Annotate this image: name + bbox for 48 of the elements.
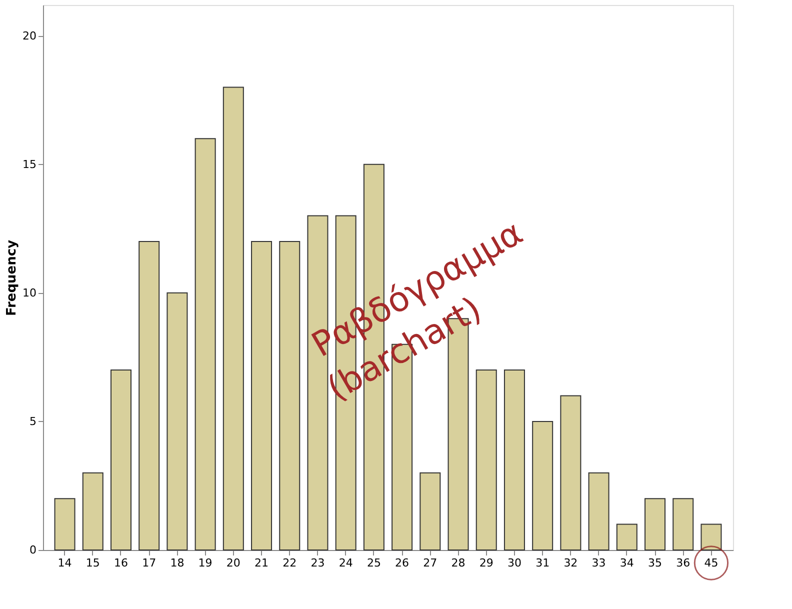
bar	[194, 138, 216, 550]
x-tick-label: 45	[704, 556, 718, 570]
x-tick-label: 27	[423, 556, 438, 570]
x-tick-label: 22	[282, 556, 297, 570]
bar	[616, 524, 638, 550]
x-tick-label: 14	[58, 556, 72, 570]
bar	[82, 472, 104, 550]
bar	[54, 498, 76, 550]
bar	[222, 86, 244, 550]
x-tick-label: 24	[338, 556, 353, 570]
x-tick-label: 19	[198, 556, 212, 570]
bar	[166, 292, 188, 550]
x-tick-label: 29	[479, 556, 494, 570]
x-tick-label: 35	[648, 556, 662, 570]
bar	[672, 498, 694, 550]
x-tick-label: 30	[507, 556, 522, 570]
bar	[700, 524, 722, 550]
y-tick-label: 5	[30, 414, 36, 428]
x-tick-label: 20	[226, 556, 240, 570]
bar	[251, 241, 272, 550]
bar	[644, 498, 666, 550]
bar	[138, 241, 160, 550]
x-tick-label: 25	[366, 556, 381, 570]
bar	[588, 472, 610, 550]
bar	[279, 241, 300, 550]
bar	[560, 395, 582, 550]
x-tick-label: 18	[170, 556, 184, 570]
y-tick-label: 15	[22, 158, 36, 171]
y-tick-label: 0	[30, 544, 36, 556]
x-tick-label: 33	[592, 556, 606, 570]
x-tick-label: 28	[451, 556, 466, 570]
x-tick-label: 31	[536, 556, 550, 570]
x-tick-label: 23	[310, 556, 325, 570]
x-tick-label: 16	[114, 556, 128, 570]
y-axis-title: Frequency	[4, 239, 20, 316]
bar	[110, 370, 132, 550]
x-tick-label: 36	[676, 556, 690, 570]
bar	[504, 370, 525, 550]
x-tick-label: 34	[620, 556, 634, 570]
x-tick-label: 32	[564, 556, 578, 570]
x-tick-label: 17	[142, 556, 156, 570]
x-tick-label: 21	[254, 556, 269, 570]
y-tick-label: 20	[22, 29, 36, 42]
x-tick-label: 15	[86, 556, 100, 570]
x-tick-label: 26	[395, 556, 410, 570]
y-tick-label: 10	[22, 286, 36, 300]
bar	[420, 472, 441, 550]
bar	[532, 420, 554, 550]
